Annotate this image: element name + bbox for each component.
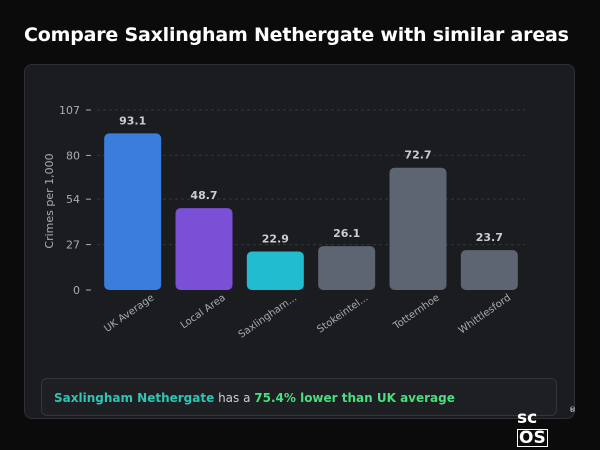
x-axis-labels: UK Average Local Area Saxlingham... Stokein… [102, 292, 513, 340]
x-tick-label: Totternhoe [391, 292, 442, 332]
summary-place: Saxlingham Nethergate [54, 391, 215, 405]
bar[interactable] [318, 246, 376, 290]
bar-value-label: 48.7 [190, 189, 217, 202]
logo-prefix: sc [517, 408, 538, 428]
x-tick-label: Local Area [179, 292, 228, 331]
x-tick-label: Stokeintel... [315, 292, 370, 335]
bars: 93.1 48.7 22.9 26.1 72.7 23.7 [104, 114, 518, 290]
grid-lines [97, 109, 525, 246]
y-tick-label: 0 [73, 284, 80, 297]
bar[interactable] [104, 133, 162, 290]
summary-stat: 75.4% lower than UK average [254, 391, 455, 405]
scos-logo: scOS ® [517, 406, 576, 447]
y-tick-label: 27 [66, 239, 80, 252]
bar-value-label: 26.1 [333, 227, 360, 240]
bar[interactable] [175, 208, 233, 290]
y-tick-label: 54 [66, 193, 80, 206]
x-tick-label: Whittlesford [457, 292, 513, 336]
logo-reg-mark: ® [569, 406, 576, 414]
bar[interactable] [389, 167, 447, 290]
logo-boxed: OS [517, 428, 548, 448]
bar-value-label: 23.7 [476, 231, 503, 244]
summary-note: Saxlingham Nethergate has a 75.4% lower … [41, 378, 557, 416]
summary-middle: has a [214, 391, 255, 405]
bar-value-label: 22.9 [262, 232, 289, 245]
bar[interactable] [246, 251, 304, 290]
x-tick-label: Saxlingham... [237, 292, 299, 340]
y-tick-label: 80 [66, 149, 80, 162]
bar-value-label: 93.1 [119, 114, 146, 127]
y-axis-ticks: 0 27 54 80 107 [59, 104, 91, 297]
page-title: Compare Saxlingham Nethergate with simil… [24, 24, 569, 46]
x-tick-label: UK Average [102, 292, 156, 334]
y-axis-label: Crimes per 1,000 [43, 153, 56, 248]
y-tick-label: 107 [59, 104, 80, 117]
bar-value-label: 72.7 [404, 149, 431, 162]
bar[interactable] [460, 250, 518, 290]
